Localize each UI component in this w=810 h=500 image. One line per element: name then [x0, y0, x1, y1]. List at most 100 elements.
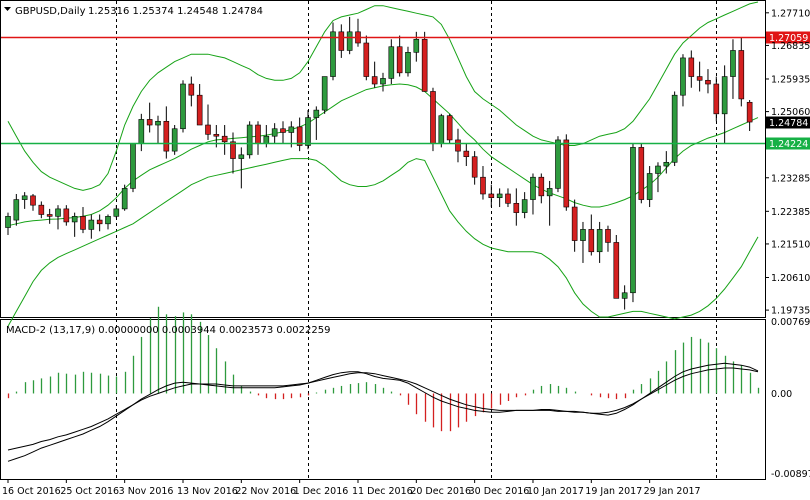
dropdown-arrow-icon[interactable]: [4, 7, 11, 11]
candle-body: [555, 139, 561, 189]
candle: [563, 134, 570, 211]
candle: [180, 80, 186, 133]
candle-body: [180, 83, 186, 130]
support-level-label: 1.24224: [769, 139, 808, 150]
candle-body: [646, 173, 653, 200]
time-tick-label: 29 Jan 2017: [644, 486, 701, 497]
candle-body: [655, 165, 661, 174]
candle-body: [280, 128, 286, 133]
ohlc-values: 1.25316 1.25374 1.24548 1.24784: [88, 6, 263, 17]
candle-body: [430, 91, 436, 144]
candle: [521, 192, 528, 219]
candle-body: [371, 76, 378, 85]
candle-body: [413, 38, 420, 53]
candle: [505, 188, 511, 208]
time-tick-label: 30 Dec 2016: [469, 486, 530, 497]
bollinger-lower-band: [7, 158, 759, 327]
candle-body: [146, 119, 153, 126]
candle-body: [638, 147, 645, 200]
candle: [21, 192, 28, 209]
price-tick-label: 1.27710: [771, 8, 810, 19]
candle: [313, 106, 320, 140]
chart-header: GBPUSD,Daily 1.25316 1.25374 1.24548 1.2…: [4, 6, 330, 336]
candlesticks: [5, 16, 753, 310]
candle: [230, 132, 236, 174]
candle-body: [138, 119, 145, 144]
candle-body: [255, 124, 261, 144]
macd-tick-label: -0.008979: [771, 469, 810, 480]
candle-body: [330, 31, 336, 77]
candle-body: [188, 83, 195, 96]
candle: [555, 136, 561, 193]
candle: [696, 61, 703, 92]
candle-body: [696, 76, 703, 81]
candle-body: [405, 52, 411, 74]
candle: [346, 16, 353, 55]
candle: [738, 37, 745, 107]
candle: [88, 214, 95, 239]
price-tick-label: 1.20610: [771, 273, 810, 284]
candle: [238, 147, 245, 189]
candle-body: [613, 242, 620, 299]
candle: [530, 173, 536, 215]
candle: [488, 184, 495, 208]
candle-body: [230, 141, 236, 159]
candle: [580, 221, 586, 263]
time-tick-label: 22 Nov 2016: [235, 486, 296, 497]
macd-histogram: [7, 306, 760, 432]
candle-body: [671, 94, 678, 163]
candle-body: [105, 216, 111, 225]
candle: [705, 69, 711, 94]
candle: [271, 123, 278, 144]
candle: [446, 113, 453, 144]
price-tick-label: 1.19735: [771, 306, 810, 317]
candle-body: [580, 229, 586, 241]
candle-body: [63, 208, 70, 223]
candle: [621, 285, 628, 310]
candle: [146, 102, 153, 133]
support-level-label-box: [766, 137, 810, 150]
candle-body: [680, 57, 686, 96]
candle: [105, 214, 111, 230]
time-tick-label: 20 Dec 2016: [410, 486, 471, 497]
candle-body: [521, 199, 528, 213]
candle: [96, 214, 103, 232]
time-tick-label: 11 Dec 2016: [352, 486, 413, 497]
candle-body: [80, 216, 86, 230]
candle-body: [221, 135, 228, 143]
price-tick-label: 1.25935: [771, 74, 810, 85]
candle-body: [705, 79, 711, 85]
price-tick-label: 1.23285: [771, 173, 810, 184]
candle: [80, 207, 86, 234]
candle-body: [163, 120, 170, 152]
candle-body: [546, 188, 553, 197]
candle-body: [471, 156, 478, 178]
candle: [713, 76, 720, 122]
candle-body: [588, 229, 595, 253]
candle: [380, 72, 386, 92]
time-tick-label: 10 Jan 2017: [527, 486, 584, 497]
time-tick-label: 1 Dec 2016: [294, 486, 349, 497]
candle: [371, 61, 378, 88]
candle-body: [296, 126, 303, 146]
candle-body: [446, 115, 453, 141]
candle-body: [88, 219, 95, 230]
candle: [338, 24, 345, 58]
candle: [138, 113, 145, 152]
candle-body: [421, 38, 428, 92]
candle: [638, 143, 645, 204]
macd-tick-label: 0.007698: [771, 317, 810, 328]
candle-body: [238, 154, 245, 159]
candle-body: [571, 206, 578, 241]
candle-body: [455, 139, 461, 152]
candle: [130, 143, 136, 193]
candle-body: [721, 76, 728, 115]
candle: [480, 166, 486, 200]
symbol-title: GBPUSD,Daily: [15, 6, 86, 17]
candle-body: [313, 109, 320, 118]
main-plot-frame: [0, 0, 766, 318]
candle-body: [530, 176, 536, 200]
candle: [746, 100, 753, 131]
